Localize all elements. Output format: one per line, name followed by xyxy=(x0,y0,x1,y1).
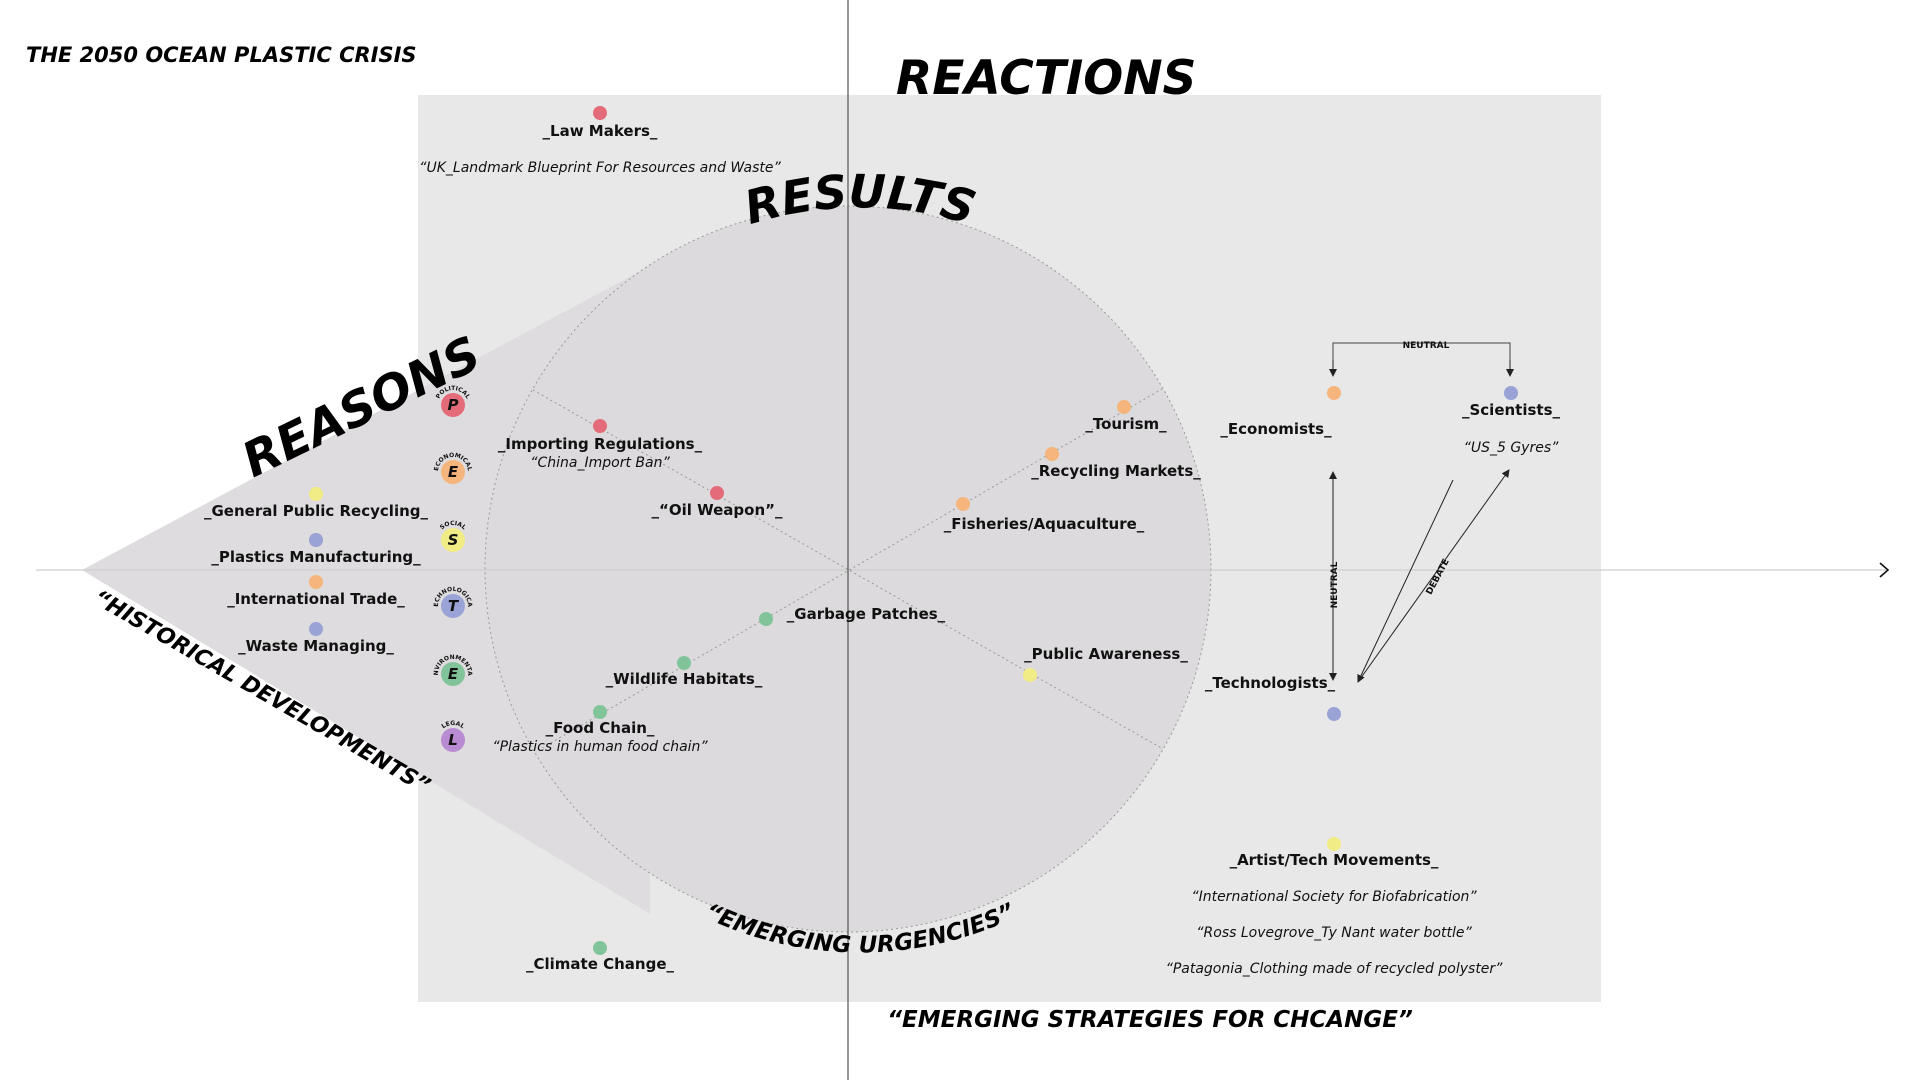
pestel-letter: E xyxy=(448,463,459,481)
dot-importing-regulations xyxy=(593,419,607,433)
label-law-makers: _Law Makers_ xyxy=(543,122,658,140)
quote-artist-1: “International Society for Biofabricatio… xyxy=(1191,889,1477,905)
node-dots xyxy=(309,106,1518,955)
quote-food-chain: “Plastics in human food chain” xyxy=(492,739,708,755)
label-tourism: _Tourism_ xyxy=(1085,415,1167,433)
pestel-circle xyxy=(441,528,465,552)
quote-law-makers: “UK_Landmark Blueprint For Resources and… xyxy=(419,160,781,176)
pestel-letter: T xyxy=(448,597,460,615)
dot-food-chain xyxy=(593,705,607,719)
pestel-letter: S xyxy=(448,531,459,549)
debate-arrow-down xyxy=(1357,479,1454,683)
label-food-chain: _Food Chain_ xyxy=(546,719,655,737)
dot-tourism xyxy=(1117,400,1131,414)
label-plastics-manufacturing: _Plastics Manufacturing_ xyxy=(211,548,421,566)
dot-plastics-manufacturing xyxy=(309,533,323,547)
dot-wildlife-habitats xyxy=(677,656,691,670)
dot-economists xyxy=(1327,386,1341,400)
heading-emerging-strategies: “EMERGING STRATEGIES FOR CHCANGE” xyxy=(887,1007,1413,1033)
label-artist-tech-movements: _Artist/Tech Movements_ xyxy=(1230,851,1439,869)
pestel-word: SOCIAL xyxy=(439,520,468,531)
label-international-trade: _International Trade_ xyxy=(227,590,405,608)
pestel-letter: E xyxy=(448,665,459,683)
neutral-vertical-label: NEUTRAL xyxy=(1330,561,1340,608)
dot-technologists xyxy=(1327,707,1341,721)
label-oil-weapon: _“Oil Weapon”_ xyxy=(651,501,783,519)
label-scientists: _Scientists_ xyxy=(1462,401,1561,419)
pestel-circle xyxy=(441,393,465,417)
dot-scientists xyxy=(1504,386,1518,400)
pestel-word: LEGAL xyxy=(440,720,465,730)
pestel-circle xyxy=(441,460,465,484)
label-climate-change: _Climate Change_ xyxy=(526,955,675,973)
dot-recycling-markets xyxy=(1045,447,1059,461)
dot-public-awareness xyxy=(1023,668,1037,682)
dot-international-trade xyxy=(309,575,323,589)
reasons-cone xyxy=(82,266,650,914)
pestel-circle xyxy=(441,594,465,618)
label-general-public-recycling: _General Public Recycling_ xyxy=(204,502,429,520)
label-garbage-patches: _Garbage Patches_ xyxy=(787,605,946,623)
dot-climate-change xyxy=(593,941,607,955)
quote-artist-3: “Patagonia_Clothing made of recycled pol… xyxy=(1166,961,1504,977)
dot-garbage-patches xyxy=(759,612,773,626)
neutral-connector xyxy=(1332,342,1511,364)
pestel-letter: L xyxy=(448,731,458,749)
pestel-letter: P xyxy=(448,396,459,414)
label-recycling-markets: _Recycling Markets_ xyxy=(1031,462,1201,480)
label-public-awareness: _Public Awareness_ xyxy=(1024,645,1188,663)
label-importing-regulations: _Importing Regulations_ xyxy=(498,435,703,453)
pestel-circle xyxy=(441,662,465,686)
pestel-circle xyxy=(441,728,465,752)
dot-general-public-recycling xyxy=(309,487,323,501)
quote-artist-2: “Ross Lovegrove_Ty Nant water bottle” xyxy=(1196,925,1472,941)
label-economists: _Economists_ xyxy=(1220,420,1332,438)
heading-reactions: REACTIONS xyxy=(896,51,1196,106)
dot-fisheries xyxy=(956,497,970,511)
quote-scientists: “US_5 Gyres” xyxy=(1464,440,1560,456)
dot-oil-weapon xyxy=(710,486,724,500)
dot-waste-managing xyxy=(309,622,323,636)
label-fisheries: _Fisheries/Aquaculture_ xyxy=(944,515,1145,533)
label-technologists: _Technologists_ xyxy=(1205,674,1336,692)
dot-law-makers xyxy=(593,106,607,120)
neutral-top-label: NEUTRAL xyxy=(1403,341,1450,351)
dot-artist-tech-movements xyxy=(1327,837,1341,851)
page-title: THE 2050 OCEAN PLASTIC CRISIS xyxy=(26,43,417,67)
quote-importing-regulations: “China_Import Ban” xyxy=(530,455,670,471)
label-wildlife-habitats: _Wildlife Habitats_ xyxy=(606,670,763,688)
circle-spokes xyxy=(532,388,1164,750)
debate-arrow-up xyxy=(1357,469,1510,683)
label-waste-managing: _Waste Managing_ xyxy=(238,637,394,655)
timeline-arrow-icon xyxy=(1879,562,1890,578)
